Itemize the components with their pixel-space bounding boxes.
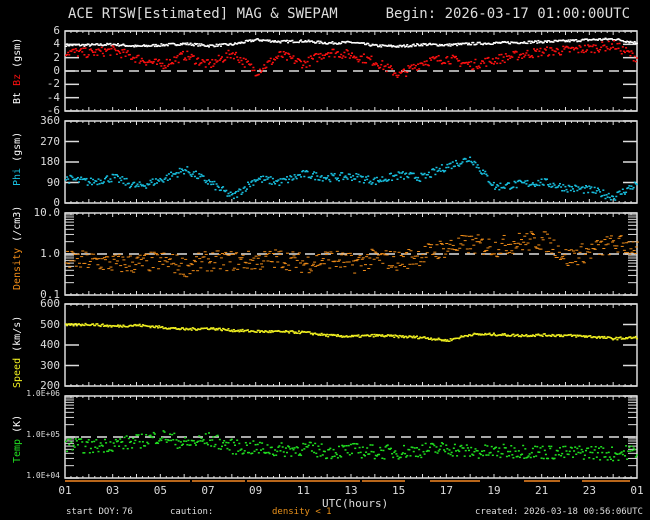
y-tick-density: 0.1 — [40, 288, 60, 301]
y-tick-phi: 90 — [46, 175, 60, 189]
chart-title: ACE RTSW[Estimated] MAG & SWEPAM — [68, 6, 338, 22]
y-tick-speed: 300 — [40, 358, 60, 372]
y-tick-magnetic-field: 6 — [53, 24, 60, 37]
y-tick-temperature: 1.0E+04 — [26, 471, 60, 480]
y-tick-speed: 400 — [40, 338, 60, 351]
y-tick-phi: 270 — [40, 134, 60, 148]
start-doy-value: 76 — [122, 507, 133, 517]
begin-timestamp: Begin: 2026-03-17 01:00:00UTC — [385, 6, 630, 22]
y-tick-phi: 0 — [53, 196, 60, 209]
y-tick-magnetic-field: 4 — [53, 37, 60, 51]
panel-phi — [64, 120, 638, 204]
y-tick-magnetic-field: -4 — [46, 90, 60, 104]
panel-magnetic-field — [64, 30, 638, 112]
ylabel-temp-name: Temp — [12, 438, 23, 463]
x-tick: 01 — [630, 484, 644, 497]
x-tick: 03 — [106, 484, 120, 497]
x-tick: 07 — [201, 484, 215, 497]
y-tick-magnetic-field: -6 — [46, 104, 60, 117]
y-tick-density: 1.0 — [40, 247, 60, 260]
panel-temperature — [64, 395, 638, 479]
x-tick: 01 — [58, 484, 72, 497]
y-tick-phi: 180 — [40, 155, 60, 168]
y-tick-speed: 500 — [40, 317, 60, 331]
x-tick: 11 — [296, 484, 310, 497]
y-tick-magnetic-field: -2 — [46, 77, 60, 91]
caution-value: density < 1 — [272, 507, 332, 517]
y-tick-speed: 600 — [40, 297, 60, 310]
x-tick: 05 — [153, 484, 167, 497]
x-tick: 23 — [582, 484, 596, 497]
y-tick-speed: 200 — [40, 379, 60, 392]
x-axis-label: UTC(hours) — [322, 497, 389, 510]
x-tick: 15 — [392, 484, 406, 497]
panel-speed — [64, 303, 638, 387]
y-tick-temperature: 1.0E+06 — [26, 389, 60, 398]
x-tick: 21 — [535, 484, 549, 497]
y-tick-density: 10.0 — [33, 206, 61, 219]
y-tick-phi: 360 — [40, 114, 60, 127]
panel-density — [64, 212, 639, 296]
x-tick: 19 — [487, 484, 501, 497]
x-tick: 17 — [439, 484, 453, 497]
y-tick-temperature: 1.0E+05 — [26, 430, 60, 439]
created-timestamp: created: 2026-03-18 00:56:06UTC — [475, 507, 643, 517]
y-tick-magnetic-field: 2 — [53, 50, 60, 64]
x-tick: 13 — [344, 484, 358, 497]
density-caution-bar — [65, 480, 630, 482]
start-doy-label: start DOY: — [66, 507, 121, 517]
caution-label: caution: — [170, 507, 214, 517]
y-tick-magnetic-field: 0 — [53, 64, 60, 77]
x-tick: 09 — [249, 484, 263, 497]
